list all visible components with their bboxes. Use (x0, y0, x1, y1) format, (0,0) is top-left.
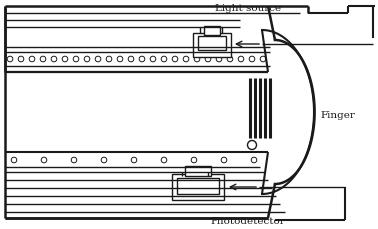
Bar (198, 36, 226, 50)
Bar (172, 174, 224, 200)
Text: Finger: Finger (320, 111, 355, 120)
Text: Light source: Light source (215, 4, 281, 13)
Bar (193, 33, 231, 57)
Bar (177, 178, 219, 194)
Bar (185, 166, 211, 176)
Bar (204, 26, 220, 35)
Text: Photodetector: Photodetector (211, 217, 285, 226)
